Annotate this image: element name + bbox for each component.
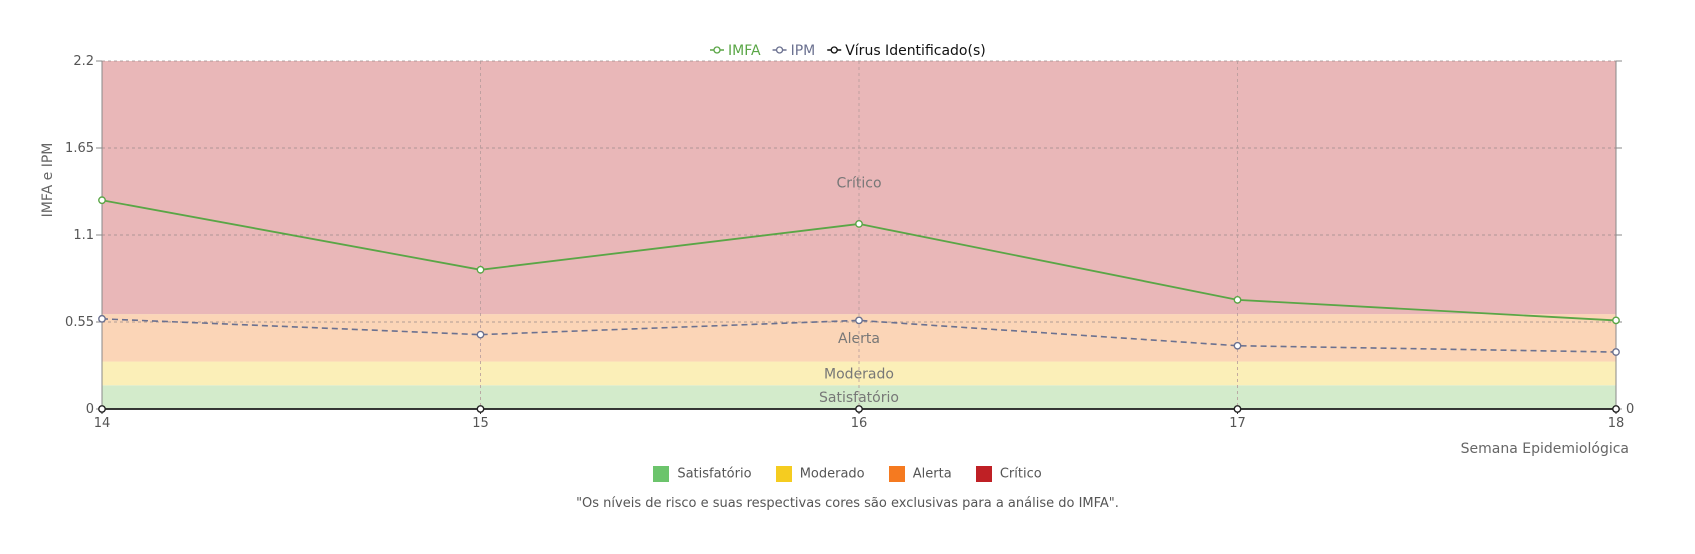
y-tick-label: 0	[86, 402, 94, 417]
legend-item[interactable]: IMFA	[710, 43, 761, 59]
data-point	[476, 330, 485, 339]
risk-legend-item: Alerta	[888, 466, 952, 482]
legend-label: IMFA	[728, 43, 761, 59]
data-point	[476, 405, 485, 413]
data-point	[855, 405, 863, 413]
risk-swatch	[975, 466, 992, 482]
series-legend[interactable]: IMFA IPM Vírus Identificado(s)	[710, 43, 986, 59]
x-tick-label: 17	[1229, 416, 1246, 431]
data-point	[855, 316, 863, 325]
legend-item[interactable]: IPM	[772, 43, 816, 59]
x-tick-label: 14	[94, 416, 111, 431]
legend-marker	[830, 46, 838, 54]
data-point	[98, 314, 106, 323]
data-point	[98, 196, 106, 205]
data-point	[1233, 341, 1242, 350]
x-tick-label: 16	[851, 416, 868, 431]
data-point	[476, 265, 485, 274]
y-axis-title: IMFA e IPM	[40, 143, 56, 218]
y-tick-label: 2.2	[73, 54, 94, 69]
data-point	[98, 405, 106, 413]
legend-label: IPM	[791, 43, 816, 59]
legend-marker	[713, 46, 721, 54]
series-line	[101, 318, 1617, 353]
data-point	[1612, 316, 1620, 325]
risk-legend-label: Alerta	[912, 466, 952, 482]
risk-legend-item: Satisfatório	[653, 466, 752, 482]
risk-legend-label: Crítico	[999, 466, 1042, 482]
legend-marker	[775, 46, 784, 54]
y-tick-label: 1.1	[73, 228, 94, 243]
x-tick-label: 15	[472, 416, 489, 431]
risk-legend-label: Moderado	[799, 466, 865, 482]
data-point	[1233, 295, 1242, 304]
data-point	[1233, 405, 1242, 413]
y2-tick-label: 0	[1626, 402, 1634, 417]
risk-legend-item: Crítico	[975, 466, 1042, 482]
risk-legend-label: Satisfatório	[677, 466, 752, 482]
risk-swatch	[775, 466, 792, 482]
legend-item[interactable]: Vírus Identificado(s)	[827, 43, 986, 59]
risk-legend-item: Moderado	[775, 466, 865, 482]
risk-legend: Satisfatório Moderado Alerta Crítico	[0, 466, 1695, 482]
risk-swatch	[653, 466, 670, 482]
y-tick-label: 1.65	[65, 141, 94, 156]
y-tick-label: 0.55	[65, 315, 94, 330]
legend-label: Vírus Identificado(s)	[845, 43, 986, 59]
data-point	[1612, 405, 1620, 413]
x-tick-label: 18	[1608, 416, 1625, 431]
footnote: "Os níveis de risco e suas respectivas c…	[576, 496, 1119, 511]
risk-swatch	[888, 466, 905, 482]
x-axis-title: Semana Epidemiológica	[1461, 441, 1629, 457]
series-lines	[98, 196, 1620, 413]
data-point	[855, 220, 863, 228]
data-point	[1612, 348, 1620, 356]
